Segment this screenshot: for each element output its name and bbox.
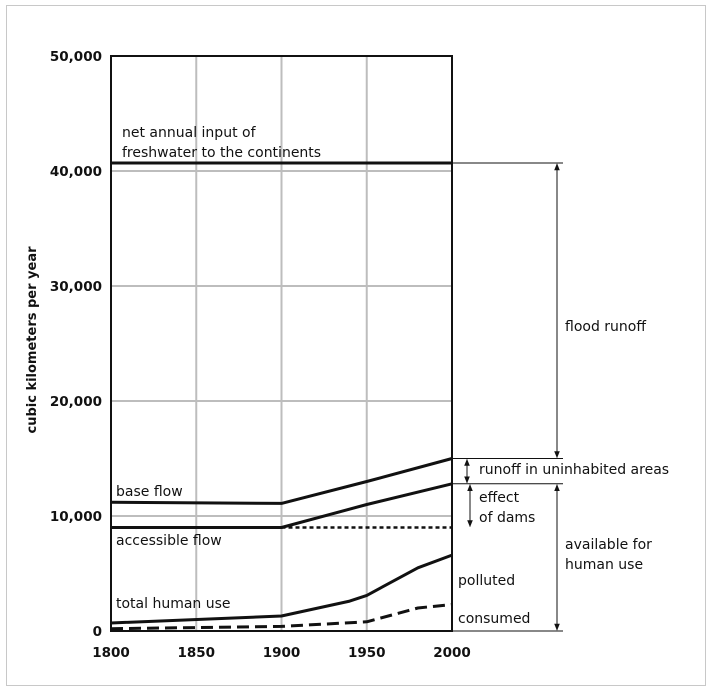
- x-tick-label: 1800: [92, 645, 130, 661]
- brackets: [452, 162, 563, 632]
- polluted-label: polluted: [458, 573, 515, 589]
- y-axis-label: cubic kilometers per year: [25, 246, 40, 434]
- x-tick-label: 1900: [263, 645, 301, 661]
- series-line-2: [111, 482, 453, 529]
- tick-labels: 1800 1850 1900 1950 2000 0 10,000 20,000 30,000 4…: [50, 49, 471, 661]
- available-label-line1: available for: [565, 537, 652, 553]
- net-input-label-line2: freshwater to the continents: [122, 145, 321, 161]
- series-line-5: [110, 603, 453, 631]
- x-tick-label: 1850: [177, 645, 215, 661]
- y-tick-label: 40,000: [50, 164, 102, 180]
- series-lines: [110, 161, 453, 631]
- y-tick-label: 30,000: [50, 279, 102, 295]
- series-line-1: [110, 457, 453, 505]
- y-tick-label: 10,000: [50, 509, 102, 525]
- total-human-use-label: total human use: [116, 596, 231, 612]
- effect-of-dams-label-line1: effect: [479, 490, 520, 506]
- y-tick-label: 20,000: [50, 394, 102, 410]
- x-tick-label: 2000: [433, 645, 471, 661]
- net-input-label-line1: net annual input of: [122, 125, 257, 141]
- available-label-line2: human use: [565, 557, 643, 573]
- y-tick-label: 50,000: [50, 49, 102, 65]
- runoff-uninhabited-label: runoff in uninhabited areas: [479, 462, 669, 478]
- accessible-flow-label: accessible flow: [116, 533, 222, 549]
- series-line-4: [110, 553, 453, 625]
- base-flow-label: base flow: [116, 484, 183, 500]
- consumed-label: consumed: [458, 611, 530, 627]
- y-tick-label: 0: [93, 624, 102, 640]
- flood-runoff-label: flood runoff: [565, 319, 646, 335]
- effect-of-dams-label-line2: of dams: [479, 510, 535, 526]
- plot-area-border: [110, 55, 453, 632]
- x-tick-label: 1950: [348, 645, 386, 661]
- grid: [110, 55, 453, 632]
- chart-frame: [6, 5, 706, 686]
